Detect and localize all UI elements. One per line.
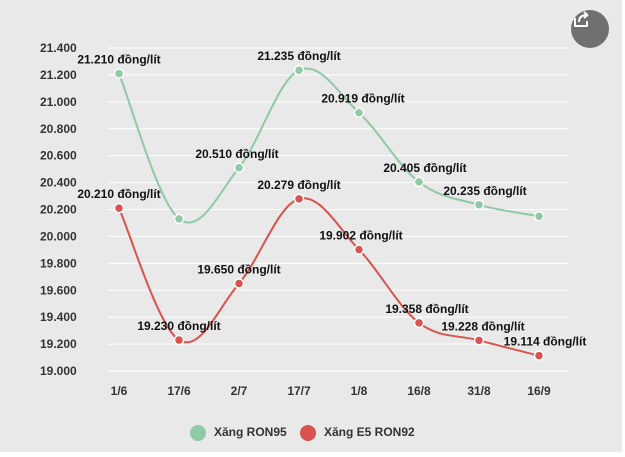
data-point xyxy=(113,68,125,79)
data-label: 19.228 đồng/lít xyxy=(441,319,524,333)
data-point xyxy=(293,64,305,76)
data-label: 19.650 đồng/lít xyxy=(197,263,280,277)
x-tick-label: 1/6 xyxy=(111,384,128,398)
grid-lines xyxy=(108,47,568,372)
y-tick-label: 21.200 xyxy=(40,68,77,82)
data-point xyxy=(473,335,485,346)
data-point xyxy=(353,244,365,255)
data-point xyxy=(533,210,545,222)
data-point xyxy=(113,202,125,214)
data-point xyxy=(173,213,185,225)
data-label: 20.279 đồng/lít xyxy=(257,178,340,192)
y-tick-label: 19.200 xyxy=(40,337,77,351)
y-axis-tick-labels: 19.000 19.200 19.400 19.600 19.800 20.000 20.2… xyxy=(40,41,77,378)
line-chart: 19.000 19.200 19.400 19.600 19.800 20.000 20.2… xyxy=(40,41,586,398)
share-button[interactable] xyxy=(571,10,609,48)
data-point xyxy=(413,176,425,188)
series-points xyxy=(113,64,545,361)
x-tick-label: 17/7 xyxy=(287,384,311,398)
data-point xyxy=(233,162,245,174)
y-tick-label: 21.000 xyxy=(40,95,77,109)
data-label: 20.405 đồng/lít xyxy=(383,161,466,175)
data-point xyxy=(473,199,485,211)
legend-label-ron95: Xăng RON95 xyxy=(214,425,287,439)
data-point xyxy=(533,350,545,361)
x-tick-label: 31/8 xyxy=(467,384,491,398)
y-tick-label: 19.400 xyxy=(40,310,77,324)
data-label: 20.235 đồng/lít xyxy=(443,184,526,198)
y-tick-label: 20.400 xyxy=(40,176,77,190)
data-label: 19.358 đồng/lít xyxy=(385,302,468,316)
data-label: 21.210 đồng/lít xyxy=(77,53,160,67)
data-label: 19.230 đồng/lít xyxy=(137,319,220,333)
x-tick-label: 17/6 xyxy=(167,384,191,398)
legend-label-e5-ron92: Xăng E5 RON92 xyxy=(324,425,415,439)
legend-swatch-ron95 xyxy=(190,425,206,441)
y-tick-label: 20.800 xyxy=(40,122,77,136)
data-point xyxy=(173,334,185,346)
share-icon xyxy=(574,11,589,27)
x-tick-label: 2/7 xyxy=(231,384,248,398)
y-tick-label: 20.600 xyxy=(40,149,77,163)
data-label: 19.114 đồng/lít xyxy=(504,335,587,349)
bottom-edge xyxy=(0,452,625,457)
data-point xyxy=(293,193,305,205)
legend: Xăng RON95 Xăng E5 RON92 xyxy=(0,423,625,443)
series-lines xyxy=(118,67,540,357)
data-labels: 21.210 đồng/lít 20.510 đồng/lít 21.235 đồn… xyxy=(77,49,586,348)
x-tick-label: 16/8 xyxy=(407,384,431,398)
data-label: 20.919 đồng/lít xyxy=(321,92,404,106)
y-tick-label: 19.000 xyxy=(40,364,77,378)
y-tick-label: 19.600 xyxy=(40,283,77,297)
data-point xyxy=(233,278,245,289)
x-tick-label: 1/8 xyxy=(351,384,368,398)
data-label: 20.510 đồng/lít xyxy=(195,147,278,161)
y-tick-label: 19.800 xyxy=(40,256,77,270)
y-tick-label: 20.200 xyxy=(40,203,77,217)
legend-swatch-e5-ron92 xyxy=(300,425,316,441)
y-tick-label: 21.400 xyxy=(40,41,77,55)
x-tick-label: 16/9 xyxy=(527,384,551,398)
data-label: 21.235 đồng/lít xyxy=(257,49,340,63)
data-label: 20.210 đồng/lít xyxy=(77,187,160,201)
right-edge xyxy=(622,0,625,457)
data-point xyxy=(413,317,425,329)
y-tick-label: 20.000 xyxy=(40,229,77,243)
x-axis-tick-labels: 1/6 17/6 2/7 17/7 1/8 16/8 31/8 16/9 xyxy=(111,384,551,398)
data-point xyxy=(353,107,365,118)
data-label: 19.902 đồng/lít xyxy=(319,229,402,243)
